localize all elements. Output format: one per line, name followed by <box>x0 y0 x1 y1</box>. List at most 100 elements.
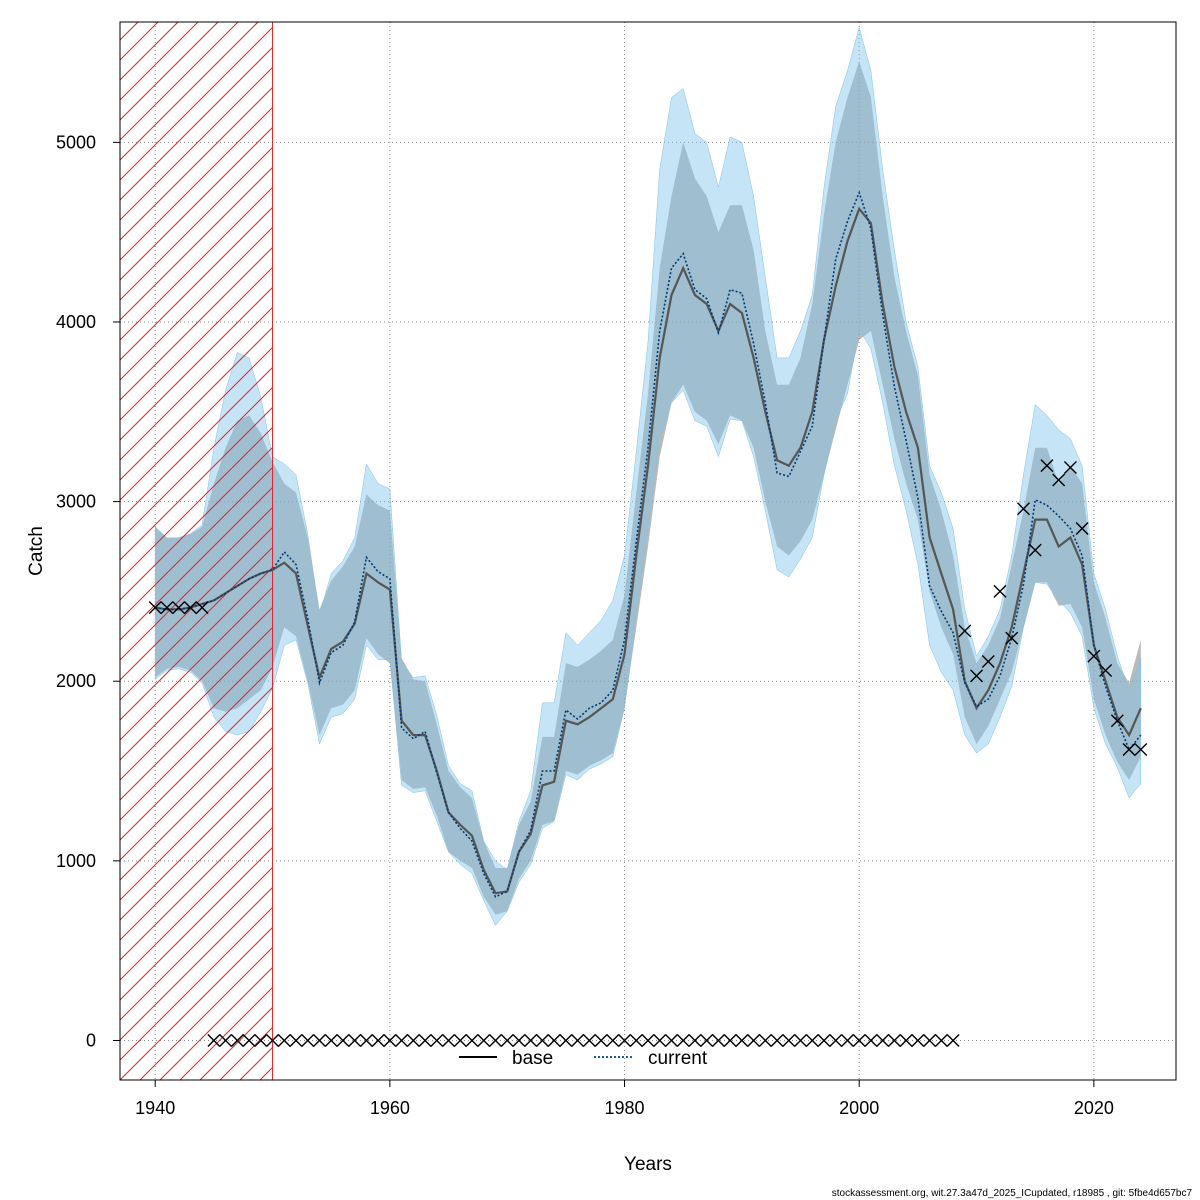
observation-point <box>958 624 972 638</box>
observation-point <box>195 601 209 615</box>
observation-point <box>442 1033 456 1047</box>
observation-point <box>242 1033 256 1047</box>
observation-point <box>934 1033 948 1047</box>
observation-point <box>899 1033 913 1047</box>
observation-point <box>1134 742 1148 756</box>
observation-point <box>547 1033 561 1047</box>
observation-point <box>336 1033 350 1047</box>
observation-point <box>676 1033 690 1047</box>
observation-points <box>148 459 1148 1047</box>
observation-point <box>254 1033 268 1047</box>
observation-point <box>1110 714 1124 728</box>
y-tick-label: 4000 <box>56 312 96 332</box>
x-axis-title: Years <box>624 1154 672 1175</box>
observation-point <box>911 1033 925 1047</box>
observation-point <box>993 584 1007 598</box>
observation-point <box>1016 502 1030 516</box>
observation-point <box>876 1033 890 1047</box>
plot-frame <box>119 21 1177 1081</box>
hatched-region <box>119 21 274 1081</box>
x-tick-label: 1980 <box>605 1098 645 1118</box>
observation-point <box>160 601 174 615</box>
observation-point <box>629 1033 643 1047</box>
observation-point <box>289 1033 303 1047</box>
observation-point <box>852 1033 866 1047</box>
observation-point <box>148 601 162 615</box>
band-base <box>155 61 1141 915</box>
observation-point <box>723 1033 737 1047</box>
observation-point <box>430 1033 444 1047</box>
observation-point <box>770 1033 784 1047</box>
observation-point <box>970 669 984 683</box>
observation-point <box>371 1033 385 1047</box>
legend-label-base: base <box>512 1048 553 1069</box>
x-tick-label: 2020 <box>1074 1098 1114 1118</box>
observation-point <box>571 1033 585 1047</box>
observation-point <box>277 1033 291 1047</box>
observation-point <box>840 1033 854 1047</box>
y-tick-label: 2000 <box>56 671 96 691</box>
observation-point <box>488 1033 502 1047</box>
footer-text: stockassessment.org, wit.27.3a47d_2025_I… <box>832 1188 1193 1199</box>
y-tick-label: 1000 <box>56 851 96 871</box>
observation-point <box>829 1033 843 1047</box>
observation-point <box>664 1033 678 1047</box>
series-line-base <box>155 206 1142 895</box>
observation-point <box>1099 663 1113 677</box>
observation-point <box>794 1033 808 1047</box>
observation-point <box>477 1033 491 1047</box>
observation-point <box>711 1033 725 1047</box>
observation-point <box>453 1033 467 1047</box>
observation-point <box>582 1033 596 1047</box>
observation-point <box>1122 742 1136 756</box>
observation-point <box>266 1033 280 1047</box>
observation-point <box>383 1033 397 1047</box>
observation-point <box>465 1033 479 1047</box>
observation-point <box>700 1033 714 1047</box>
observation-point <box>406 1033 420 1047</box>
series-lines <box>155 190 1142 898</box>
observation-point <box>923 1033 937 1047</box>
observation-point <box>395 1033 409 1047</box>
observation-point <box>594 1033 608 1047</box>
confidence-bands <box>154 26 1142 926</box>
observation-point <box>758 1033 772 1047</box>
observation-point <box>1040 459 1054 473</box>
observation-point <box>782 1033 796 1047</box>
observation-point <box>887 1033 901 1047</box>
observation-point <box>559 1033 573 1047</box>
observation-point <box>512 1033 526 1047</box>
observation-point <box>359 1033 373 1047</box>
observation-point <box>230 1033 244 1047</box>
observation-point <box>348 1033 362 1047</box>
observation-point <box>606 1033 620 1047</box>
observation-point <box>500 1033 514 1047</box>
observation-point <box>981 654 995 668</box>
observation-point <box>301 1033 315 1047</box>
observation-point <box>312 1033 326 1047</box>
y-tick-label: 3000 <box>56 492 96 512</box>
observation-point <box>1005 631 1019 645</box>
legend: base current <box>459 1048 708 1069</box>
observation-point <box>735 1033 749 1047</box>
observation-point <box>864 1033 878 1047</box>
observation-point <box>183 601 197 615</box>
observation-point <box>641 1033 655 1047</box>
observation-point <box>688 1033 702 1047</box>
observation-point <box>324 1033 338 1047</box>
observation-point <box>653 1033 667 1047</box>
observation-point <box>1063 460 1077 474</box>
observation-point <box>817 1033 831 1047</box>
series-line-current <box>155 190 1142 898</box>
observation-point <box>805 1033 819 1047</box>
observation-point <box>618 1033 632 1047</box>
observation-point <box>1028 543 1042 557</box>
observation-point <box>1087 649 1101 663</box>
observation-point <box>418 1033 432 1047</box>
observation-point <box>1052 473 1066 487</box>
axes: 1940 1960 1980 2000 2020 0 1000 2000 3000 4000 500… <box>56 132 1114 1118</box>
observation-point <box>219 1033 233 1047</box>
x-tick-label: 1960 <box>370 1098 410 1118</box>
observation-point <box>207 1033 221 1047</box>
